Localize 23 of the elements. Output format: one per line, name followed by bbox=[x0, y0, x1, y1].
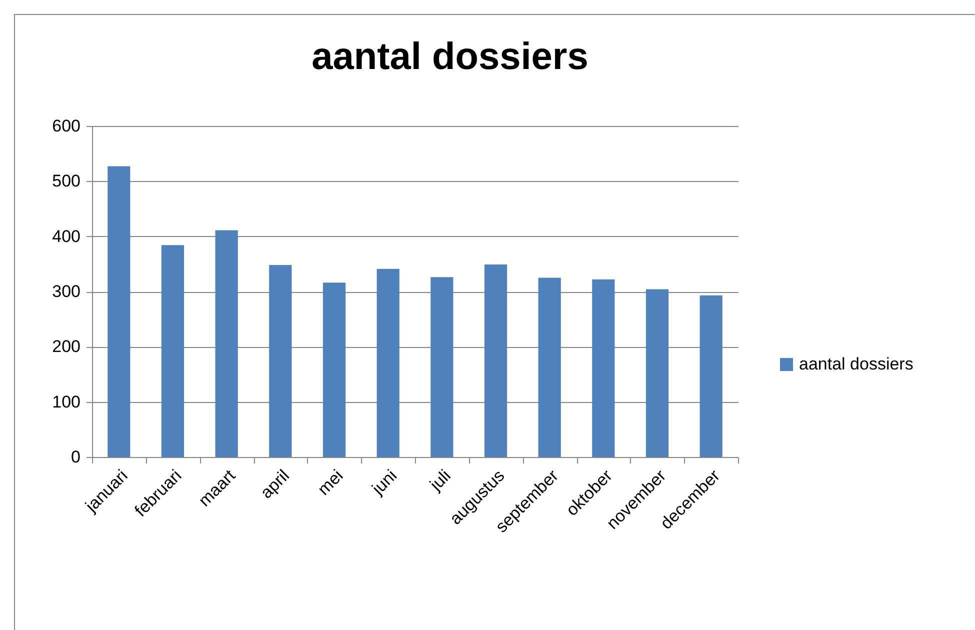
bar bbox=[269, 265, 292, 457]
y-tick-label: 200 bbox=[52, 337, 80, 356]
chart-title: aantal dossiers bbox=[312, 36, 588, 78]
y-tick-label: 500 bbox=[52, 172, 80, 191]
y-tick-label: 100 bbox=[52, 392, 80, 412]
bar bbox=[484, 264, 508, 457]
x-tick-label: juli bbox=[426, 466, 454, 495]
bar bbox=[646, 289, 669, 457]
bar bbox=[430, 277, 454, 457]
bar bbox=[108, 166, 130, 457]
y-tick-label: 0 bbox=[71, 448, 80, 466]
y-tick-label: 400 bbox=[52, 226, 80, 246]
bar bbox=[322, 282, 346, 457]
y-tick-label: 300 bbox=[52, 282, 80, 301]
y-tick-label: 600 bbox=[52, 116, 80, 136]
legend-label: aantal dossiers bbox=[799, 354, 914, 374]
bar bbox=[215, 230, 238, 457]
x-tick-label: mei bbox=[314, 466, 347, 499]
bar bbox=[376, 268, 400, 457]
bar bbox=[700, 295, 722, 457]
bar bbox=[592, 279, 615, 457]
bar bbox=[538, 278, 561, 457]
bar bbox=[161, 245, 184, 457]
